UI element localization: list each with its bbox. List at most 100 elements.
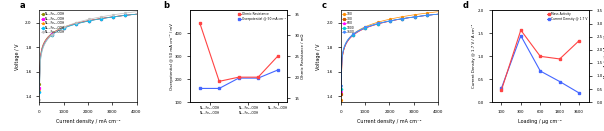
300 (403, 17, 411, 19)
Legend: Ohmic Resistance, Overpotential @ 50 mA cm⁻²: Ohmic Resistance, Overpotential @ 50 mA … (237, 12, 286, 21)
Text: d: d (463, 1, 469, 10)
Line: Ni₀.₉Fe₀.₁OOH: Ni₀.₉Fe₀.₁OOH (39, 13, 138, 88)
1800 (381, 21, 388, 23)
300 (434, 13, 442, 15)
Line: 100: 100 (340, 11, 439, 101)
Ni₁.₀Fe₀.₀OOH (102, 17, 109, 18)
Ni₀.₇Fe₀.₃OOH (36, 89, 43, 91)
Line: Ni₀.₇Fe₀.₃OOH: Ni₀.₇Fe₀.₃OOH (39, 13, 138, 91)
Ni₀.₉Fe₀.₁OOH (98, 18, 106, 19)
3600 (396, 18, 403, 20)
100 (400, 16, 407, 17)
3600 (434, 13, 442, 15)
100 (423, 12, 431, 14)
300 (396, 18, 403, 20)
Ni₀.₅Fe₀.₅OOH (79, 22, 86, 23)
Ni₀.₇Fe₀.₃OOH (94, 19, 101, 20)
Ni₀.₅Fe₀.₅OOH (133, 13, 140, 15)
Line: 600: 600 (340, 13, 439, 92)
600 (396, 18, 403, 20)
Ni₀.₇Fe₀.₃OOH (95, 18, 102, 20)
Ni₁.₀Fe₀.₀OOH (133, 13, 140, 15)
Y-axis label: Voltage / V: Voltage / V (316, 43, 321, 70)
100 (403, 15, 411, 17)
600 (395, 19, 402, 20)
600 (403, 17, 411, 19)
100 (381, 20, 388, 21)
1800 (396, 18, 403, 20)
Ni₀.₂Fe₀.₇OOH (36, 99, 43, 100)
Ni₀.₉Fe₀.₁OOH (122, 15, 129, 16)
Y-axis label: Overpotential @ 50 mA cm⁻² / mV: Overpotential @ 50 mA cm⁻² / mV (170, 23, 173, 90)
Y-axis label: Current Density @ 1.7 V / A cm⁻²: Current Density @ 1.7 V / A cm⁻² (472, 24, 477, 88)
1800 (403, 17, 411, 19)
Ni₀.₂Fe₀.₇OOH (79, 20, 86, 22)
100 (396, 16, 403, 18)
Ni₀.₉Fe₀.₁OOH (95, 18, 102, 20)
X-axis label: Loading / μg cm⁻²: Loading / μg cm⁻² (518, 119, 562, 124)
Y-axis label: Ohmic Resistance / mΩ: Ohmic Resistance / mΩ (301, 34, 306, 79)
Ni₀.₅Fe₀.₅OOH (95, 18, 102, 20)
Ni₀.₉Fe₀.₁OOH (94, 18, 101, 20)
300 (395, 19, 402, 20)
600 (423, 15, 431, 16)
Ni₁.₀Fe₀.₀OOH (36, 83, 43, 85)
Ni₀.₇Fe₀.₃OOH (98, 18, 106, 19)
X-axis label: Current density / mA cm⁻²: Current density / mA cm⁻² (56, 119, 120, 124)
Line: 3600: 3600 (340, 13, 439, 87)
300 (381, 22, 388, 23)
Text: b: b (163, 1, 169, 10)
1800 (337, 88, 344, 89)
600 (434, 13, 442, 15)
100 (337, 99, 344, 100)
300 (337, 93, 344, 94)
X-axis label: Current density / mA cm⁻²: Current density / mA cm⁻² (357, 119, 422, 124)
3600 (395, 18, 402, 20)
100 (395, 17, 402, 18)
Line: 300: 300 (340, 13, 439, 95)
Ni₀.₇Fe₀.₃OOH (122, 15, 129, 16)
1800 (423, 15, 431, 16)
1800 (395, 18, 402, 20)
Ni₀.₅Fe₀.₅OOH (102, 17, 109, 19)
3600 (400, 18, 407, 19)
Ni₀.₇Fe₀.₃OOH (133, 13, 140, 15)
Ni₀.₂Fe₀.₇OOH (95, 17, 102, 18)
Ni₀.₅Fe₀.₅OOH (36, 92, 43, 93)
Ni₀.₅Fe₀.₅OOH (122, 15, 129, 16)
Ni₀.₉Fe₀.₁OOH (102, 17, 109, 19)
Ni₀.₂Fe₀.₇OOH (94, 17, 101, 18)
3600 (381, 21, 388, 23)
Ni₁.₀Fe₀.₀OOH (95, 18, 102, 20)
600 (381, 22, 388, 23)
3600 (403, 17, 411, 19)
Legend: Ni₁.₀Fe₀.₀OOH, Ni₀.₉Fe₀.₁OOH, Ni₀.₇Fe₀.₃OOH, Ni₀.₅Fe₀.₅OOH, Ni₀.₂Fe₀.₇OOH: Ni₁.₀Fe₀.₀OOH, Ni₀.₉Fe₀.₁OOH, Ni₀.₇Fe₀.₃… (41, 12, 65, 34)
Ni₀.₅Fe₀.₅OOH (98, 18, 106, 19)
Ni₀.₂Fe₀.₇OOH (133, 11, 140, 12)
Line: Ni₀.₅Fe₀.₅OOH: Ni₀.₅Fe₀.₅OOH (39, 13, 138, 93)
Legend: Mass Activity, Current Density @ 1.7 V: Mass Activity, Current Density @ 1.7 V (547, 12, 587, 21)
Ni₁.₀Fe₀.₀OOH (94, 18, 101, 20)
Ni₀.₇Fe₀.₃OOH (102, 17, 109, 19)
Legend: 100, 300, 600, 1800, 3600: 100, 300, 600, 1800, 3600 (342, 12, 355, 34)
Line: 1800: 1800 (340, 13, 439, 90)
Text: c: c (321, 1, 326, 10)
Ni₀.₇Fe₀.₃OOH (79, 21, 86, 23)
600 (400, 18, 407, 19)
Text: a: a (20, 1, 25, 10)
3600 (337, 86, 344, 87)
Ni₁.₀Fe₀.₀OOH (98, 18, 106, 19)
Ni₀.₉Fe₀.₁OOH (36, 87, 43, 88)
Ni₁.₀Fe₀.₀OOH (122, 15, 129, 16)
Ni₀.₉Fe₀.₁OOH (79, 21, 86, 23)
Ni₀.₂Fe₀.₇OOH (102, 15, 109, 17)
Line: Ni₁.₀Fe₀.₀OOH: Ni₁.₀Fe₀.₀OOH (39, 13, 138, 85)
Ni₀.₂Fe₀.₇OOH (98, 16, 106, 17)
600 (337, 90, 344, 92)
Ni₁.₀Fe₀.₀OOH (79, 21, 86, 23)
1800 (434, 13, 442, 15)
Y-axis label: Voltage / V: Voltage / V (14, 43, 19, 70)
100 (434, 11, 442, 12)
Ni₀.₅Fe₀.₅OOH (94, 19, 101, 20)
3600 (423, 15, 431, 16)
